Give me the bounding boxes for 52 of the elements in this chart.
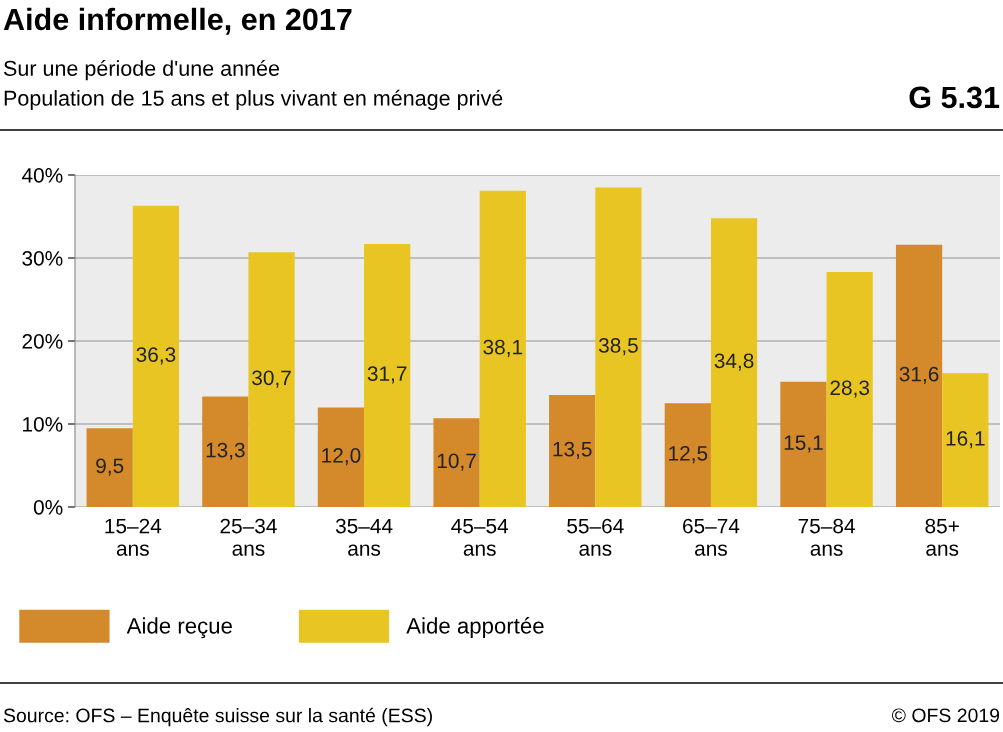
bar (710, 218, 758, 507)
bar (317, 407, 365, 507)
bar (780, 381, 827, 507)
data-label: 13,5 (553, 441, 592, 460)
chart-title: Aide informelle, en 2017 (3, 7, 352, 35)
x-tick-label: 55–64 ans (567, 518, 624, 556)
text: © OFS 2019 (891, 708, 1000, 723)
data-label: 34,8 (714, 353, 754, 371)
x-tick-label: 85+ ans (925, 518, 959, 556)
y-tick-label: 10% (23, 417, 63, 432)
x-tick-label: 15–24 ans (105, 518, 162, 556)
bar (664, 403, 711, 507)
data-label: 9,5 (96, 458, 124, 476)
data-label: 13,3 (206, 442, 245, 460)
legend-label: Aide apportée (406, 617, 544, 639)
y-tick-label: 40% (21, 168, 63, 183)
data-label: 16,1 (946, 431, 985, 449)
data-label: 38,1 (483, 339, 523, 357)
source-note: Source: OFS – Enquête suisse sur la santé (ESS) (3, 707, 432, 727)
x-tick-label: 25–34 ans (220, 518, 277, 556)
x-tick-label: 75–84 ans (798, 518, 855, 556)
data-label: 15,1 (784, 435, 823, 453)
bar (433, 418, 480, 507)
x-tick-label: 35–44 ans (335, 518, 393, 556)
bar (248, 252, 295, 507)
y-tick-label: 30% (22, 251, 63, 266)
data-label: 38,5 (598, 338, 638, 356)
data-label: 31,6 (899, 366, 939, 384)
bar (549, 394, 596, 507)
data-label: 31,7 (367, 366, 407, 384)
data-label: 12,0 (322, 448, 361, 466)
data-label: 28,3 (830, 380, 870, 398)
bar (895, 244, 943, 507)
y-tick-label: 0% (33, 500, 63, 515)
data-label: 10,7 (437, 453, 476, 471)
bar (364, 243, 411, 507)
bar (132, 205, 180, 507)
data-label: 30,7 (252, 370, 291, 388)
data-label: 36,3 (136, 347, 176, 365)
bar (595, 187, 642, 507)
bar (202, 396, 249, 507)
bar (479, 190, 526, 507)
legend-label: Aide reçue (126, 617, 232, 639)
x-tick-label: 65–74 ans (683, 518, 740, 556)
text: G 5.31 (909, 86, 1000, 109)
y-tick-label: 20% (22, 334, 63, 349)
bar (86, 428, 133, 507)
data-label: 12,5 (669, 445, 708, 464)
bar (826, 272, 873, 507)
chart-subtitle: Sur une période d'une année Population de 15 ans et plus vivant en ménage privé (3, 59, 503, 111)
bar (942, 373, 989, 507)
x-tick-label: 45–54 ans (451, 518, 509, 556)
